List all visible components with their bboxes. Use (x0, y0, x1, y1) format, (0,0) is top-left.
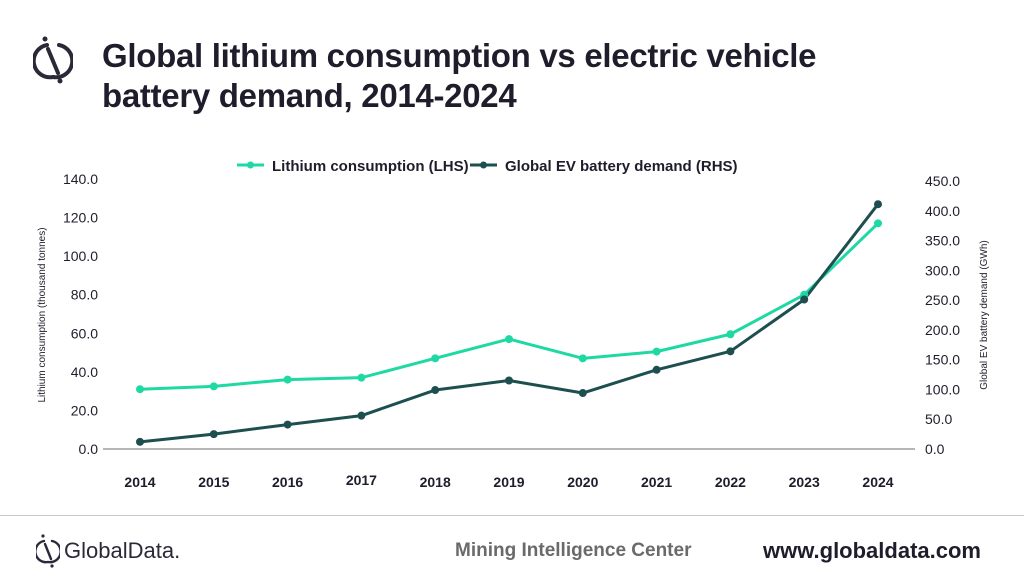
footer-brand: GlobalData. (64, 538, 181, 563)
x-tick-label: 2020 (567, 474, 598, 490)
y-left-axis-label: Lithium consumption (thousand tonnes) (37, 227, 48, 402)
x-tick-label: 2019 (493, 474, 524, 490)
data-point-lithium[interactable] (431, 354, 440, 363)
y-right-tick-label: 450.0 (925, 173, 960, 189)
y-right-tick-label: 400.0 (925, 203, 960, 219)
chart-title: Global lithium consumption vs electric v… (102, 36, 817, 116)
y-right-tick-label: 100.0 (925, 381, 960, 397)
y-right-tick-label: 250.0 (925, 292, 960, 308)
footer-center-text: Mining Intelligence Center (455, 540, 692, 561)
x-tick-label: 2017 (346, 472, 377, 488)
data-point-ev[interactable] (505, 376, 513, 385)
data-point-ev[interactable] (800, 295, 809, 304)
data-point-ev[interactable] (209, 430, 218, 439)
series-layer (136, 200, 882, 446)
y-left-tick-label: 140.0 (63, 171, 98, 187)
y-left-ticks: 0.0 20.0 40.0 60.0 80.0 100.0 120.0 140.0 (63, 171, 98, 457)
x-tick-label: 2024 (862, 474, 893, 490)
chart-title-line-2: battery demand, 2014-2024 (102, 77, 517, 114)
data-point-lithium[interactable] (136, 385, 144, 394)
x-tick-label: 2018 (420, 474, 451, 490)
y-left-tick-label: 100.0 (63, 248, 98, 264)
data-point-ev[interactable] (357, 411, 366, 420)
globaldata-logo-icon (33, 36, 73, 84)
legend-label-lithium: Lithium consumption (LHS) (272, 158, 469, 175)
x-tick-label: 2014 (124, 474, 155, 490)
x-tick-label: 2023 (789, 474, 820, 490)
data-point-ev[interactable] (652, 365, 661, 374)
x-ticks: 2014 2015 2016 2017 2018 2019 2020 2021 2022 2023… (124, 472, 893, 490)
legend-item-ev[interactable]: Global EV battery demand (RHS) (470, 158, 738, 175)
data-point-ev[interactable] (578, 389, 587, 398)
chart-area: Lithium consumption (LHS) Global EV batt… (37, 158, 990, 490)
legend-item-lithium[interactable]: Lithium consumption (LHS) (237, 158, 469, 175)
data-point-lithium[interactable] (505, 335, 513, 344)
y-right-tick-label: 50.0 (925, 411, 952, 427)
data-point-lithium[interactable] (874, 219, 882, 228)
y-right-tick-label: 200.0 (925, 322, 960, 338)
legend: Lithium consumption (LHS) Global EV batt… (237, 158, 738, 175)
y-left-tick-label: 20.0 (71, 402, 98, 418)
y-left-tick-label: 120.0 (63, 210, 98, 226)
globaldata-footer-logo-icon (36, 534, 60, 568)
y-right-tick-label: 150.0 (925, 352, 960, 368)
x-tick-label: 2016 (272, 474, 303, 490)
x-tick-label: 2022 (715, 474, 746, 490)
data-point-ev[interactable] (283, 420, 292, 429)
x-tick-label: 2015 (198, 474, 229, 490)
data-point-ev[interactable] (136, 437, 144, 446)
data-point-ev[interactable] (874, 200, 882, 209)
data-point-lithium[interactable] (209, 382, 218, 391)
data-point-ev[interactable] (726, 347, 735, 356)
y-left-tick-label: 40.0 (71, 364, 98, 380)
footer-divider (0, 515, 1024, 516)
y-left-tick-label: 0.0 (79, 441, 99, 457)
data-point-lithium[interactable] (726, 330, 735, 339)
data-point-lithium[interactable] (357, 373, 366, 382)
series-line-ev (139, 203, 880, 444)
x-tick-label: 2021 (641, 474, 672, 490)
y-right-tick-label: 300.0 (925, 262, 960, 278)
data-point-lithium[interactable] (652, 347, 661, 356)
data-point-ev[interactable] (431, 386, 440, 395)
data-point-lithium[interactable] (578, 354, 587, 363)
series-line-lithium (139, 222, 880, 391)
y-right-axis-label: Global EV battery demand (GWh) (979, 240, 990, 390)
chart-title-line-1: Global lithium consumption vs electric v… (102, 37, 817, 74)
y-right-tick-label: 350.0 (925, 233, 960, 249)
y-left-tick-label: 60.0 (71, 325, 98, 341)
y-right-ticks: 0.0 50.0 100.0 150.0 200.0 250.0 300.0 350.0 400… (925, 173, 960, 457)
data-point-lithium[interactable] (283, 375, 292, 384)
y-left-tick-label: 80.0 (71, 287, 98, 303)
y-right-tick-label: 0.0 (925, 441, 945, 457)
legend-label-ev: Global EV battery demand (RHS) (505, 158, 738, 175)
footer-url-link[interactable]: www.globaldata.com (763, 538, 981, 563)
